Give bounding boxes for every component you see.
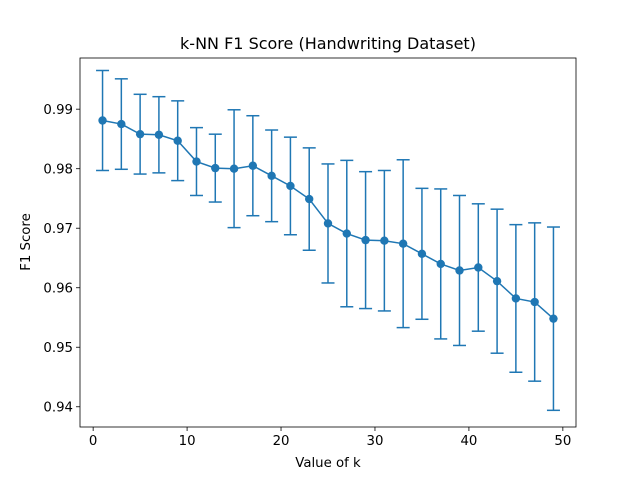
- y-tick-label: 0.94: [43, 400, 73, 415]
- x-tick-label: 40: [460, 434, 477, 449]
- data-point: [135, 129, 145, 139]
- data-point: [192, 157, 201, 166]
- plot-frame: [79, 57, 577, 428]
- data-point: [248, 161, 258, 170]
- data-point: [511, 294, 521, 303]
- y-axis-label: F1 Score: [19, 213, 34, 271]
- x-axis-label: Value of k: [295, 456, 361, 471]
- data-point: [229, 164, 239, 173]
- data-point: [98, 116, 107, 125]
- x-tick-label: 20: [273, 434, 290, 449]
- data-point: [305, 194, 314, 204]
- data-point: [474, 263, 483, 272]
- data-point: [361, 235, 370, 245]
- data-point: [380, 236, 389, 245]
- chart-title: k-NN F1 Score (Handwriting Dataset): [180, 34, 476, 53]
- x-tick-label: 0: [89, 434, 97, 449]
- data-point: [455, 266, 464, 275]
- data-point: [267, 171, 276, 181]
- data-point: [323, 219, 333, 228]
- data-point: [117, 119, 126, 129]
- x-axis-ticks: 0 10 20 30 40 50: [89, 427, 571, 449]
- y-axis-ticks: 0.94 0.95 0.96 0.97 0.98 0.99: [43, 103, 80, 415]
- data-point: [342, 229, 351, 238]
- y-tick-label: 0.98: [43, 162, 73, 177]
- data-point: [154, 130, 164, 139]
- x-tick-label: 50: [554, 434, 571, 449]
- y-tick-label: 0.96: [43, 281, 73, 296]
- data-point: [492, 276, 502, 286]
- x-tick-label: 30: [367, 434, 384, 449]
- x-tick-label: 10: [179, 434, 196, 449]
- data-point: [436, 259, 445, 269]
- data-point: [173, 136, 182, 145]
- data-markers: [98, 116, 558, 323]
- data-point: [530, 297, 539, 307]
- y-tick-label: 0.97: [43, 222, 73, 237]
- data-point: [398, 239, 408, 248]
- data-point: [417, 249, 427, 259]
- data-point: [211, 163, 220, 173]
- data-point: [549, 314, 558, 323]
- y-tick-label: 0.99: [43, 103, 73, 118]
- data-point: [286, 181, 295, 191]
- y-tick-label: 0.95: [43, 341, 73, 356]
